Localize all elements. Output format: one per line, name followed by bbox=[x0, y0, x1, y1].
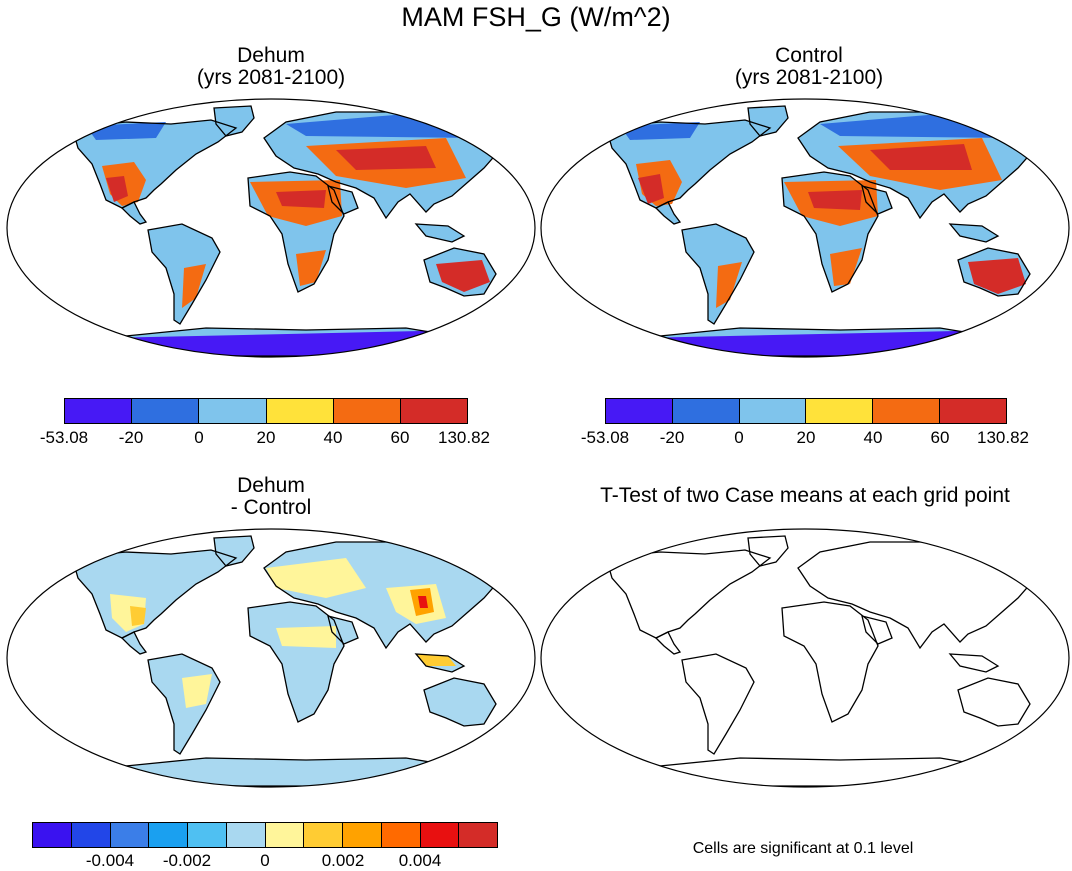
difference-colorbar bbox=[32, 822, 498, 848]
colorbar-swatch bbox=[606, 399, 673, 423]
colorbar-label: -53.08 bbox=[39, 428, 89, 447]
ttest-title-line1: T-Test of two Case means at each grid po… bbox=[600, 484, 1010, 507]
colorbar-swatch bbox=[265, 823, 305, 847]
colorbar-swatch bbox=[940, 399, 1006, 423]
colorbar-label: 60 bbox=[930, 428, 950, 447]
difference-title-line2: - Control bbox=[230, 496, 312, 519]
colorbar-swatch bbox=[459, 823, 497, 847]
dehum-title-line2: (yrs 2081-2100) bbox=[196, 66, 346, 89]
colorbar-label: 20 bbox=[796, 428, 816, 447]
colorbar-label: -20 bbox=[659, 428, 685, 447]
colorbar-swatch bbox=[672, 399, 740, 423]
colorbar-swatch bbox=[110, 823, 150, 847]
dehum-map bbox=[6, 98, 536, 358]
colorbar-label: -53.08 bbox=[580, 428, 630, 447]
colorbar-swatch bbox=[71, 823, 111, 847]
difference-title-line1: Dehum bbox=[237, 474, 305, 497]
colorbar-swatch bbox=[33, 823, 72, 847]
colorbar-label: 130.82 bbox=[438, 428, 490, 447]
difference-panel-title: Dehum - Control bbox=[6, 475, 536, 519]
colorbar-label: 40 bbox=[863, 428, 883, 447]
colorbar-swatch bbox=[400, 399, 468, 423]
significance-note: Cells are significant at 0.1 level bbox=[692, 840, 914, 857]
colorbar-swatch bbox=[333, 399, 401, 423]
colorbar-label: 0 bbox=[194, 428, 204, 447]
difference-land-fill bbox=[74, 536, 506, 786]
dehum-panel-title: Dehum (yrs 2081-2100) bbox=[6, 45, 536, 89]
colorbar-swatch bbox=[188, 823, 227, 847]
colorbar-label: 0.002 bbox=[321, 851, 365, 870]
dehum-colorbar bbox=[64, 398, 468, 424]
control-panel-title: Control (yrs 2081-2100) bbox=[544, 45, 1072, 89]
colorbar-swatch bbox=[149, 823, 188, 847]
ttest-panel-title: T-Test of two Case means at each grid po… bbox=[540, 485, 1070, 507]
control-title-line1: Control bbox=[775, 44, 843, 67]
colorbar-label: -20 bbox=[118, 428, 144, 447]
colorbar-swatch bbox=[226, 823, 266, 847]
colorbar-label: 40 bbox=[323, 428, 343, 447]
colorbar-swatch bbox=[343, 823, 382, 847]
colorbar-label: 0 bbox=[260, 851, 270, 870]
colorbar-swatch bbox=[132, 399, 200, 423]
colorbar-label: 60 bbox=[390, 428, 410, 447]
colorbar-swatch bbox=[739, 399, 807, 423]
colorbar-label: 20 bbox=[256, 428, 276, 447]
colorbar-label: -0.004 bbox=[85, 851, 135, 870]
colorbar-swatch bbox=[199, 399, 267, 423]
control-map bbox=[540, 98, 1070, 358]
map-border bbox=[6, 98, 536, 358]
map-border bbox=[6, 528, 536, 788]
control-land-fill bbox=[608, 106, 1040, 356]
colorbar-label: -0.002 bbox=[162, 851, 212, 870]
colorbar-swatch bbox=[420, 823, 460, 847]
colorbar-swatch bbox=[266, 399, 334, 423]
map-ocean bbox=[541, 529, 1069, 787]
map-border bbox=[540, 98, 1070, 358]
ttest-map bbox=[540, 528, 1070, 788]
colorbar-swatch bbox=[873, 399, 941, 423]
map-border bbox=[540, 528, 1070, 788]
colorbar-swatch bbox=[381, 823, 421, 847]
control-colorbar bbox=[605, 398, 1007, 424]
control-title-line2: (yrs 2081-2100) bbox=[734, 66, 884, 89]
colorbar-swatch bbox=[806, 399, 874, 423]
colorbar-label: 0 bbox=[734, 428, 744, 447]
figure-title: MAM FSH_G (W/m^2) bbox=[401, 2, 671, 32]
difference-map bbox=[6, 528, 536, 788]
colorbar-swatch bbox=[65, 399, 133, 423]
colorbar-label: 130.82 bbox=[977, 428, 1029, 447]
colorbar-swatch bbox=[304, 823, 343, 847]
colorbar-label: 0.004 bbox=[398, 851, 442, 870]
dehum-title-line1: Dehum bbox=[237, 44, 305, 67]
